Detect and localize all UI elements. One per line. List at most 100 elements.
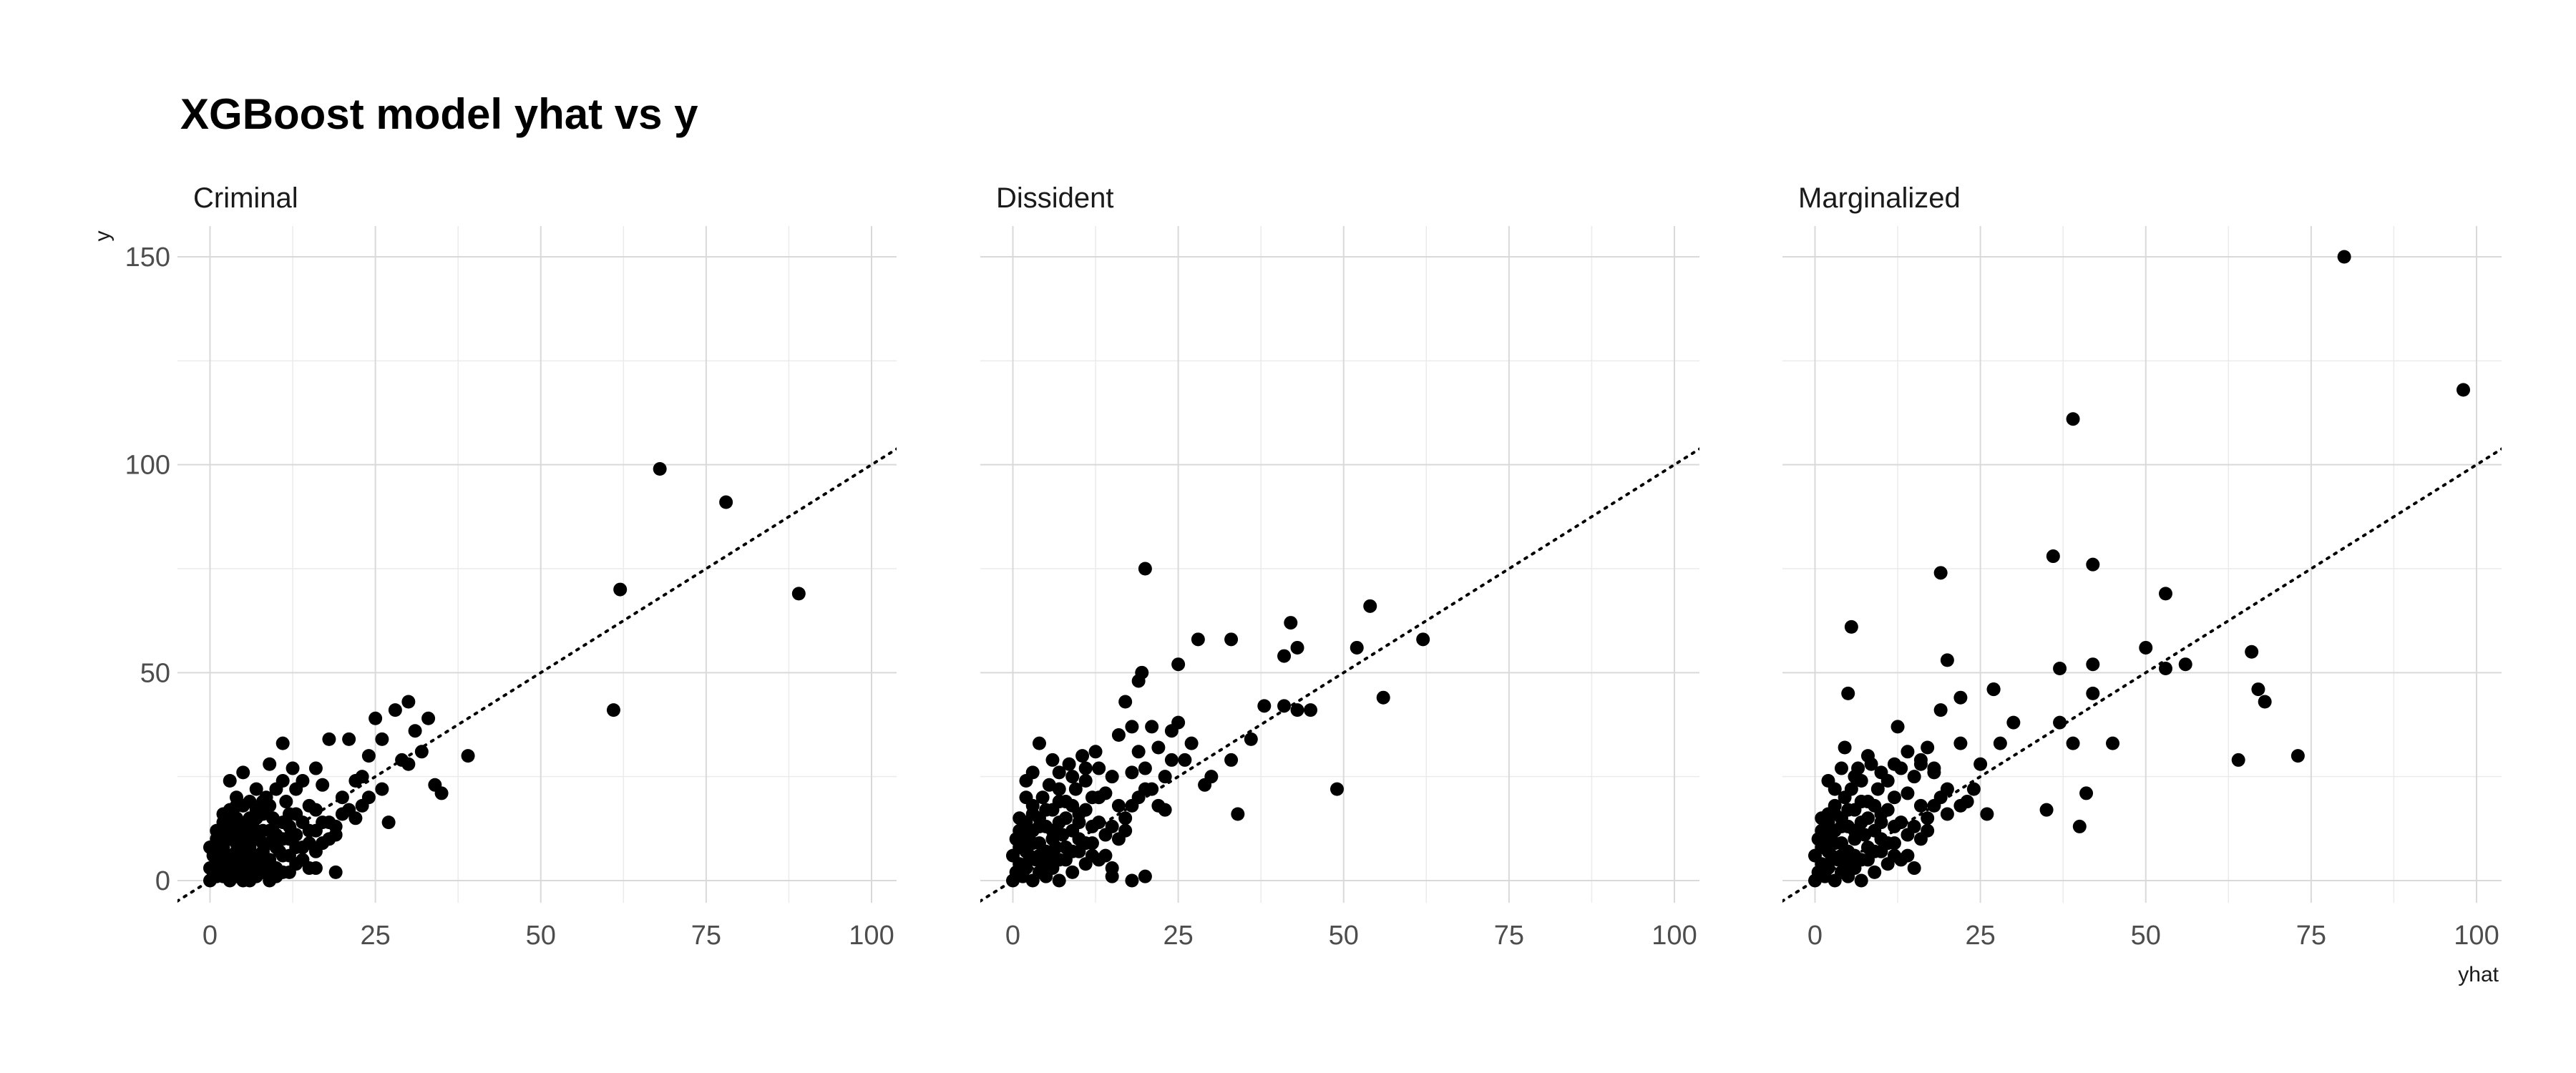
facet-panel-dissident: Dissident 0 25 50 75 100 — [980, 182, 1699, 951]
data-point — [1092, 761, 1106, 775]
data-point — [1032, 736, 1046, 750]
data-point — [1078, 761, 1093, 775]
facet-label-dissident: Dissident — [996, 182, 1114, 214]
facet-panel-marginalized: Marginalized 0 25 50 75 100 — [1782, 182, 2502, 951]
data-point — [1052, 853, 1066, 867]
data-point — [1986, 682, 2001, 697]
data-point — [1025, 765, 1040, 780]
data-point — [1088, 745, 1103, 759]
data-point — [269, 869, 283, 883]
data-point — [1052, 795, 1066, 809]
data-point — [2086, 557, 2100, 572]
data-point — [369, 711, 383, 725]
data-point — [1880, 836, 1895, 851]
data-point — [316, 778, 330, 792]
data-point — [791, 587, 806, 601]
data-point — [1868, 798, 1882, 813]
x-tick-label: 50 — [2131, 921, 2161, 951]
data-point — [282, 807, 296, 821]
data-point — [302, 798, 316, 813]
data-point — [1138, 761, 1152, 775]
data-point — [1065, 798, 1080, 813]
data-point — [249, 782, 263, 796]
data-point — [2086, 686, 2100, 700]
data-point — [1808, 848, 1822, 863]
x-tick-label: 25 — [360, 921, 390, 951]
data-point — [1874, 815, 1888, 830]
data-point — [1145, 720, 1159, 734]
data-point — [2053, 662, 2067, 676]
data-point — [289, 840, 303, 854]
data-point — [2072, 819, 2087, 833]
data-point — [1171, 657, 1186, 672]
data-point — [308, 844, 323, 858]
data-point — [1125, 765, 1139, 780]
data-point — [263, 757, 277, 771]
data-point — [1138, 782, 1152, 796]
data-point — [296, 853, 310, 867]
data-point — [1257, 699, 1272, 713]
data-point — [1828, 836, 1842, 851]
x-tick-label: 50 — [526, 921, 556, 951]
y-tick-label: 50 — [140, 658, 170, 688]
data-point — [1078, 803, 1093, 817]
x-tick-label: 75 — [2296, 921, 2326, 951]
data-point — [2245, 645, 2259, 659]
points-marginalized — [1808, 250, 2471, 888]
data-point — [1890, 720, 1905, 734]
data-point — [1052, 782, 1066, 796]
data-point — [1913, 832, 1928, 846]
data-point — [282, 865, 296, 879]
data-point — [1416, 632, 1430, 647]
data-point — [2006, 715, 2021, 730]
data-point — [1105, 770, 1119, 784]
data-point — [1105, 869, 1119, 883]
data-point — [1907, 819, 1921, 833]
data-point — [2178, 657, 2192, 672]
data-point — [1151, 740, 1166, 755]
data-point — [322, 832, 336, 846]
data-point — [1290, 703, 1304, 717]
data-point — [1171, 715, 1186, 730]
data-point — [1092, 790, 1106, 805]
data-point — [328, 865, 343, 879]
data-point — [1940, 782, 1954, 796]
data-point — [1158, 770, 1172, 784]
data-point — [1058, 811, 1073, 825]
reference-line — [177, 447, 897, 903]
data-point — [1118, 695, 1133, 709]
data-point — [1953, 798, 1968, 813]
data-point — [1078, 773, 1093, 788]
data-point — [289, 828, 303, 842]
data-point — [243, 795, 257, 809]
data-point — [2086, 657, 2100, 672]
facet-label-marginalized: Marginalized — [1798, 182, 1961, 214]
data-point — [2457, 383, 2471, 397]
data-point — [1006, 848, 1020, 863]
data-point — [1953, 736, 1968, 750]
data-point — [275, 832, 290, 846]
x-tick-label: 25 — [1163, 921, 1193, 951]
data-point — [1224, 753, 1239, 767]
data-point — [1184, 736, 1199, 750]
data-point — [375, 782, 389, 796]
data-point — [249, 811, 263, 825]
data-point — [342, 732, 356, 746]
x-tick-label: 0 — [1005, 921, 1020, 951]
data-point — [1887, 790, 1901, 805]
data-point — [2290, 749, 2305, 763]
data-point — [223, 773, 237, 788]
y-axis-label: y — [91, 231, 114, 242]
data-point — [1821, 773, 1835, 788]
data-point — [335, 807, 349, 821]
data-point — [1870, 782, 1885, 796]
data-point — [1841, 686, 1855, 700]
data-point — [1062, 757, 1076, 771]
data-point — [1901, 786, 1915, 800]
data-point — [2066, 412, 2080, 426]
y-tick-label: 100 — [125, 451, 170, 481]
x-tick-label: 75 — [691, 921, 721, 951]
data-point — [229, 798, 243, 813]
data-point — [1178, 753, 1192, 767]
data-point — [1065, 770, 1080, 784]
